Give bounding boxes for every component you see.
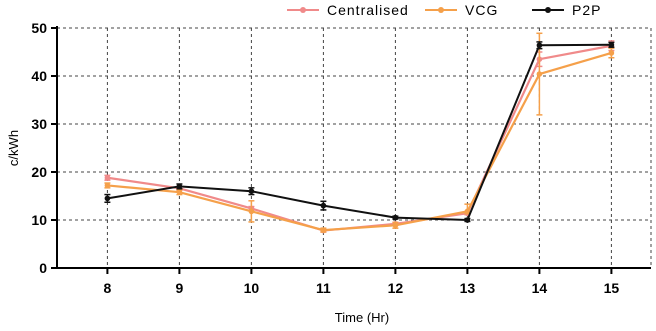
legend: Centralised VCG P2P bbox=[287, 2, 601, 18]
y-tick-label: 40 bbox=[31, 68, 47, 84]
axes bbox=[51, 26, 651, 274]
data-point bbox=[248, 188, 255, 194]
legend-item-vcg: VCG bbox=[425, 2, 498, 18]
data-point bbox=[104, 182, 111, 189]
y-tick-label: 30 bbox=[31, 116, 47, 132]
y-axis-label: c/kWh bbox=[6, 130, 21, 166]
grid-lines bbox=[57, 27, 652, 268]
x-tick-label: 12 bbox=[388, 280, 404, 296]
data-point bbox=[464, 217, 471, 223]
data-point bbox=[392, 214, 399, 221]
y-tick-label: 10 bbox=[31, 212, 47, 228]
legend-label: P2P bbox=[572, 2, 601, 18]
x-tick-label: 14 bbox=[532, 280, 548, 296]
legend-item-centralised: Centralised bbox=[287, 2, 409, 18]
data-point bbox=[464, 208, 471, 215]
x-tick-label: 11 bbox=[316, 280, 331, 296]
data-point bbox=[392, 222, 399, 229]
x-axis-label: Time (Hr) bbox=[335, 310, 389, 325]
series-p2p bbox=[104, 41, 615, 223]
data-point bbox=[104, 195, 111, 202]
legend-label: VCG bbox=[465, 2, 498, 18]
y-tick-label: 50 bbox=[31, 20, 47, 36]
legend-marker bbox=[300, 7, 306, 13]
series-line bbox=[107, 51, 612, 232]
data-point bbox=[608, 42, 615, 48]
x-tick-label: 10 bbox=[244, 280, 260, 296]
legend-marker bbox=[545, 7, 551, 13]
legend-label: Centralised bbox=[327, 2, 409, 18]
data-point bbox=[320, 202, 327, 209]
data-point bbox=[536, 42, 543, 49]
data-point bbox=[248, 208, 255, 215]
series-line bbox=[107, 43, 612, 222]
y-tick-label: 0 bbox=[39, 260, 47, 276]
y-tick-label: 20 bbox=[31, 164, 47, 180]
data-point bbox=[176, 183, 183, 190]
data-point bbox=[320, 227, 327, 233]
data-point bbox=[608, 50, 615, 56]
legend-item-p2p: P2P bbox=[532, 2, 601, 18]
tick-labels: 0 10 20 30 40 50 8 9 10 11 12 13 14 15 bbox=[31, 20, 619, 296]
x-tick-label: 15 bbox=[604, 280, 620, 296]
series-line bbox=[107, 44, 612, 232]
x-tick-label: 13 bbox=[460, 280, 476, 296]
legend-marker bbox=[438, 7, 444, 13]
x-tick-label: 8 bbox=[104, 280, 112, 296]
series-group bbox=[104, 32, 615, 234]
data-point bbox=[176, 189, 183, 195]
data-point bbox=[536, 71, 543, 77]
x-tick-label: 9 bbox=[176, 280, 184, 296]
series-centralised bbox=[104, 40, 615, 234]
data-point bbox=[104, 174, 111, 181]
